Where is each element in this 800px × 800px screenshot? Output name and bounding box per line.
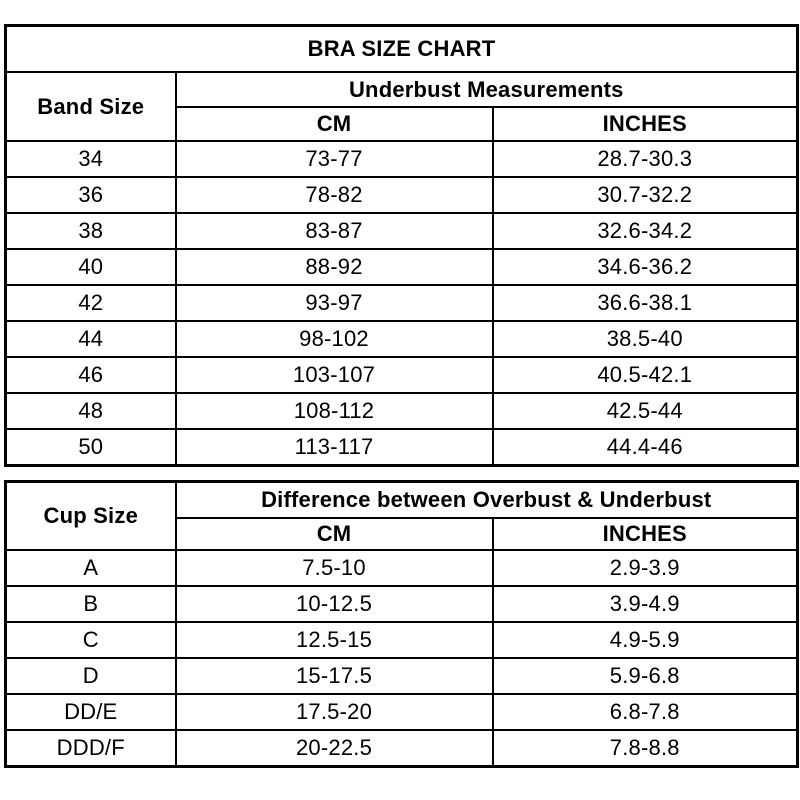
inches-cell: 34.6-36.2 xyxy=(491,248,799,286)
table-row: DDD/F 20-22.5 7.8-8.8 xyxy=(4,729,799,768)
band-size-cell: 40 xyxy=(4,248,177,286)
band-size-cell: 38 xyxy=(4,212,177,250)
band-size-cell: 34 xyxy=(4,140,177,178)
difference-group-header: Difference between Overbust & Underbust xyxy=(174,480,799,519)
band-header-row: Band Size Underbust Measurements xyxy=(4,71,799,142)
band-size-cell: 48 xyxy=(4,392,177,430)
table-row: 46 103-107 40.5-42.1 xyxy=(4,356,799,394)
table-row: 38 83-87 32.6-34.2 xyxy=(4,212,799,250)
inches-cell: 7.8-8.8 xyxy=(491,729,799,768)
table-row: C 12.5-15 4.9-5.9 xyxy=(4,621,799,659)
inches-cell: 42.5-44 xyxy=(491,392,799,430)
cup-size-cell: B xyxy=(4,585,177,623)
inches-cell: 40.5-42.1 xyxy=(491,356,799,394)
page-title: BRA SIZE CHART xyxy=(4,24,799,73)
title-row: BRA SIZE CHART xyxy=(4,24,799,73)
cm-cell: 78-82 xyxy=(174,176,494,214)
cup-size-cell: A xyxy=(4,549,177,587)
inches-cell: 3.9-4.9 xyxy=(491,585,799,623)
band-size-table: BRA SIZE CHART Band Size Underbust Measu… xyxy=(4,24,800,467)
band-inches-column-header: INCHES xyxy=(491,106,799,142)
cup-cm-column-header: CM xyxy=(174,517,494,551)
cm-cell: 15-17.5 xyxy=(174,657,494,695)
cm-cell: 108-112 xyxy=(174,392,494,430)
band-size-cell: 46 xyxy=(4,356,177,394)
table-row: 50 113-117 44.4-46 xyxy=(4,428,799,467)
cm-cell: 83-87 xyxy=(174,212,494,250)
inches-cell: 44.4-46 xyxy=(491,428,799,467)
cm-cell: 17.5-20 xyxy=(174,693,494,731)
cup-inches-column-header: INCHES xyxy=(491,517,799,551)
cm-cell: 93-97 xyxy=(174,284,494,322)
underbust-measurements-group-header: Underbust Measurements xyxy=(174,71,799,108)
table-row: 44 98-102 38.5-40 xyxy=(4,320,799,358)
cup-subheader-row: CM INCHES xyxy=(6,517,799,551)
table-row: 40 88-92 34.6-36.2 xyxy=(4,248,799,286)
cup-size-cell: C xyxy=(4,621,177,659)
band-size-cell: 44 xyxy=(4,320,177,358)
cm-cell: 88-92 xyxy=(174,248,494,286)
inches-cell: 28.7-30.3 xyxy=(491,140,799,178)
cm-cell: 103-107 xyxy=(174,356,494,394)
table-row: A 7.5-10 2.9-3.9 xyxy=(4,549,799,587)
table-row: 42 93-97 36.6-38.1 xyxy=(4,284,799,322)
table-row: B 10-12.5 3.9-4.9 xyxy=(4,585,799,623)
inches-cell: 5.9-6.8 xyxy=(491,657,799,695)
band-size-cell: 36 xyxy=(4,176,177,214)
band-cm-column-header: CM xyxy=(174,106,494,142)
band-size-cell: 42 xyxy=(4,284,177,322)
cm-cell: 98-102 xyxy=(174,320,494,358)
inches-cell: 36.6-38.1 xyxy=(491,284,799,322)
table-row: 36 78-82 30.7-32.2 xyxy=(4,176,799,214)
cup-size-cell: D xyxy=(4,657,177,695)
cm-cell: 7.5-10 xyxy=(174,549,494,587)
inches-cell: 2.9-3.9 xyxy=(491,549,799,587)
cm-cell: 73-77 xyxy=(174,140,494,178)
table-row: D 15-17.5 5.9-6.8 xyxy=(4,657,799,695)
band-size-cell: 50 xyxy=(4,428,177,467)
inches-cell: 32.6-34.2 xyxy=(491,212,799,250)
cup-size-column-header: Cup Size xyxy=(4,480,177,551)
band-subheader-row: CM INCHES xyxy=(6,106,799,142)
table-row: 48 108-112 42.5-44 xyxy=(4,392,799,430)
cup-size-cell: DD/E xyxy=(4,693,177,731)
table-row: DD/E 17.5-20 6.8-7.8 xyxy=(4,693,799,731)
inches-cell: 38.5-40 xyxy=(491,320,799,358)
inches-cell: 30.7-32.2 xyxy=(491,176,799,214)
cm-cell: 12.5-15 xyxy=(174,621,494,659)
inches-cell: 4.9-5.9 xyxy=(491,621,799,659)
inches-cell: 6.8-7.8 xyxy=(491,693,799,731)
table-row: 34 73-77 28.7-30.3 xyxy=(4,140,799,178)
cup-size-cell: DDD/F xyxy=(4,729,177,768)
band-size-column-header: Band Size xyxy=(4,71,177,142)
cup-size-table: Cup Size Difference between Overbust & U… xyxy=(4,480,799,768)
cm-cell: 113-117 xyxy=(174,428,494,467)
cm-cell: 20-22.5 xyxy=(174,729,494,768)
cup-header-row: Cup Size Difference between Overbust & U… xyxy=(4,480,799,551)
cm-cell: 10-12.5 xyxy=(174,585,494,623)
